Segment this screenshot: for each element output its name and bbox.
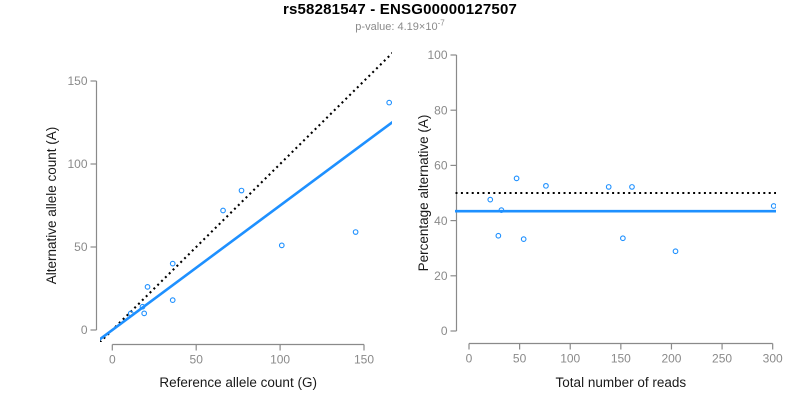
x-tick-label: 200	[661, 352, 681, 366]
x-tick-label: 250	[712, 352, 732, 366]
data-point	[141, 310, 148, 317]
y-axis-title: Percentage alternative (A)	[416, 115, 431, 272]
y-tick-label: 80	[434, 103, 448, 117]
data-points	[487, 175, 776, 255]
x-tick-label: 150	[354, 353, 374, 367]
y-tick-label: 100	[67, 157, 87, 171]
x-tick-label: 50	[513, 352, 527, 366]
data-point	[620, 235, 626, 242]
x-tick-label: 100	[270, 353, 290, 367]
data-point	[127, 310, 134, 317]
data-point	[139, 303, 146, 310]
data-point	[238, 187, 245, 194]
data-point	[672, 248, 679, 255]
y-tick-label: 150	[67, 74, 87, 88]
data-point	[169, 260, 176, 267]
y-tick-label: 20	[434, 269, 448, 283]
y-axis-title: Alternative allele count (A)	[44, 127, 59, 285]
x-axis	[111, 343, 365, 351]
data-point	[513, 175, 520, 182]
percentage-vs-reads-scatter: 0 50 100 150 200 250 300 0 20 40 60 80 100 Total numb…	[416, 48, 783, 390]
data-point	[220, 207, 226, 214]
x-tick-label: 150	[611, 352, 631, 366]
y-tick-label: 40	[434, 214, 448, 228]
pvalue-text: p-value: 4.19×10	[355, 21, 438, 33]
data-point	[386, 99, 392, 106]
data-point	[169, 297, 176, 303]
expected-1to1-line	[100, 51, 392, 342]
data-point	[498, 207, 505, 213]
plot-subtitle: p-value: 4.19×10-7	[0, 18, 800, 33]
data-point	[770, 203, 776, 209]
fitted-ratio-line	[100, 120, 392, 341]
x-tick-label: 50	[190, 353, 204, 367]
data-point	[144, 283, 151, 290]
x-tick-label: 0	[109, 353, 116, 367]
x-axis-title: Total number of reads	[556, 375, 687, 390]
x-tick-label: 0	[466, 352, 473, 366]
data-point	[495, 232, 502, 239]
y-tick-label: 60	[434, 159, 448, 173]
allele-count-scatter: 0 50 100 150 0 50 100 150 Reference allele count…	[44, 51, 392, 390]
data-point	[629, 184, 635, 190]
data-point	[278, 242, 285, 249]
y-tick-label: 100	[427, 48, 447, 62]
y-tick-label: 50	[74, 240, 88, 254]
x-axis	[468, 342, 774, 350]
y-tick-label: 0	[441, 324, 448, 338]
plot-title: rs58281547 - ENSG00000127507	[282, 1, 518, 18]
y-axis	[90, 80, 98, 331]
data-point	[487, 196, 494, 203]
data-point	[352, 229, 359, 235]
y-tick-label: 0	[81, 323, 88, 337]
data-point	[605, 184, 612, 190]
pvalue-exponent: -7	[437, 18, 445, 28]
x-tick-label: 100	[560, 352, 580, 366]
data-point	[543, 182, 549, 189]
x-axis-title: Reference allele count (G)	[159, 375, 317, 390]
data-points	[127, 99, 392, 317]
x-tick-label: 300	[763, 352, 783, 366]
data-point	[520, 236, 527, 242]
